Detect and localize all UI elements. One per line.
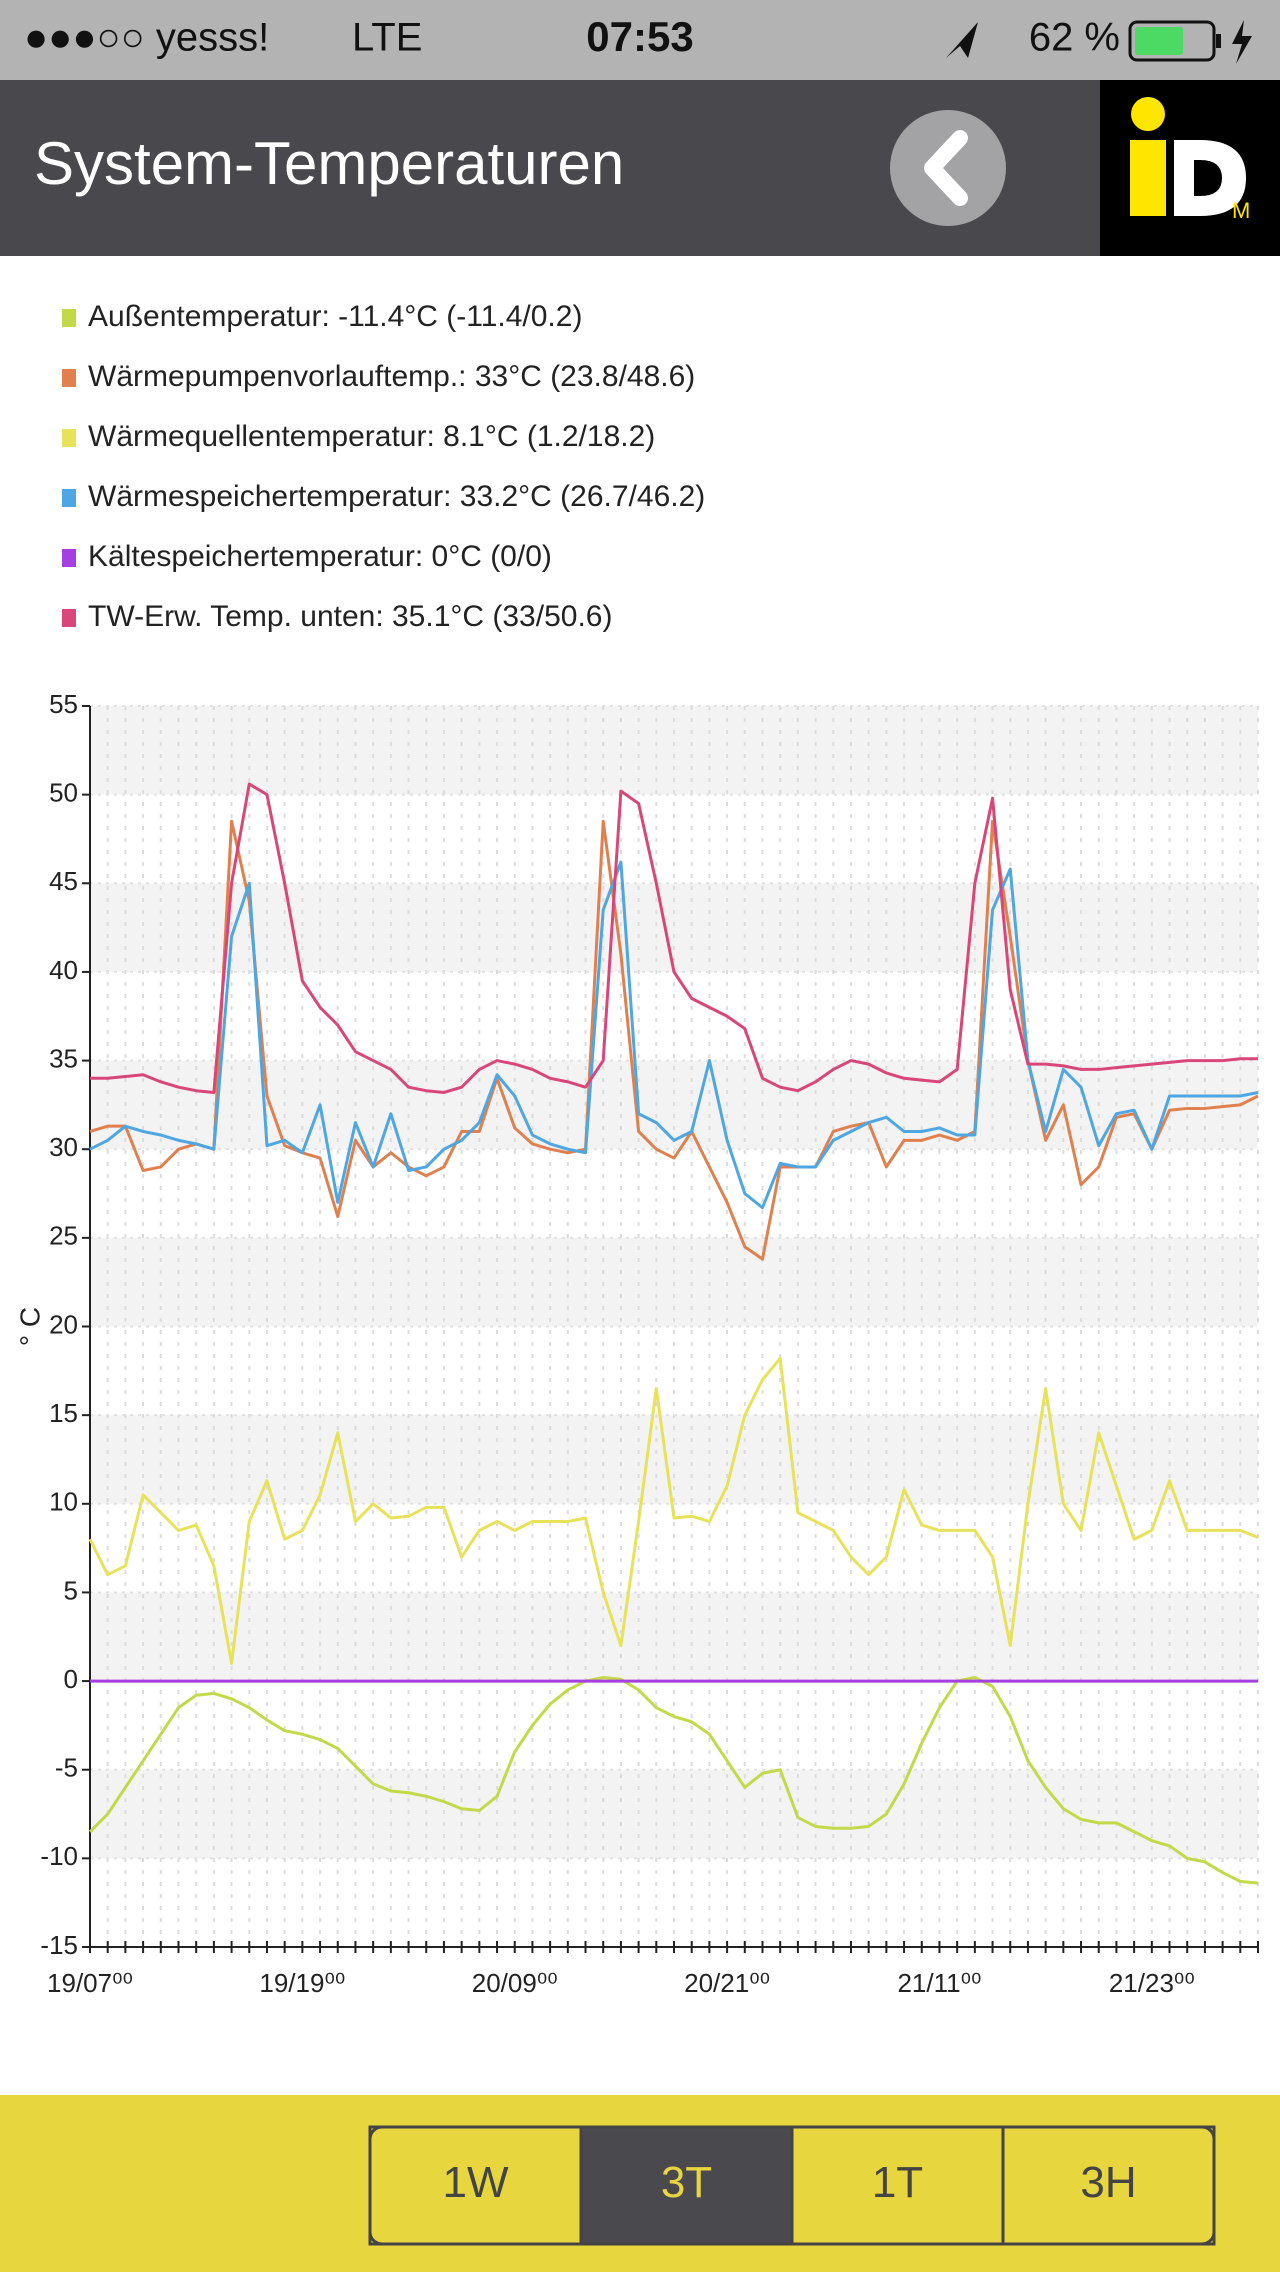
y-tick-label: 35 bbox=[49, 1043, 78, 1073]
legend-label: TW-Erw. Temp. unten: 35.1°C (33/50.6) bbox=[88, 600, 612, 633]
battery-fill bbox=[1135, 27, 1183, 55]
x-tick-label: 20/21⁰⁰ bbox=[684, 1968, 770, 1998]
range-button[interactable] bbox=[579, 2125, 794, 2246]
legend-swatch bbox=[62, 549, 76, 567]
back-button[interactable] bbox=[890, 110, 1006, 226]
back-arrow bbox=[924, 130, 968, 206]
legend-label: Wärmepumpenvorlauftemp.: 33°C (23.8/48.6… bbox=[88, 360, 695, 393]
battery-tip bbox=[1216, 34, 1221, 48]
location-icon bbox=[946, 22, 978, 58]
range-button-label: 3T bbox=[661, 2158, 712, 2207]
carrier: ●●●○○ yesss! bbox=[24, 16, 269, 60]
logo-i bbox=[1130, 140, 1166, 216]
clock: 07:53 bbox=[586, 13, 693, 60]
grid-band bbox=[90, 1769, 1258, 1859]
series-line bbox=[89, 819, 1259, 1261]
y-tick-label: 20 bbox=[49, 1309, 78, 1339]
y-tick-label: 40 bbox=[49, 955, 78, 985]
series-line bbox=[90, 782, 1258, 1094]
series-line bbox=[89, 860, 1259, 1210]
y-tick-label: 0 bbox=[64, 1664, 78, 1694]
x-tick-label: 20/09⁰⁰ bbox=[472, 1968, 558, 1998]
legend-swatch bbox=[62, 309, 76, 327]
status-bar bbox=[0, 0, 1280, 80]
charging-icon bbox=[1232, 20, 1252, 64]
y-tick-label: -10 bbox=[40, 1841, 78, 1871]
legend-label: Wärmequellentemperatur: 8.1°C (1.2/18.2) bbox=[88, 420, 655, 453]
y-tick-label: 50 bbox=[49, 778, 78, 808]
legend-label: Kältespeichertemperatur: 0°C (0/0) bbox=[88, 540, 552, 573]
legend-swatch bbox=[62, 429, 76, 447]
x-tick-label: 21/23⁰⁰ bbox=[1109, 1968, 1195, 1998]
range-selector: 1W 3T 1T 3H bbox=[368, 2125, 1216, 2246]
legend-swatch bbox=[62, 369, 76, 387]
chart: Außentemperatur: -11.4°C (-11.4/0.2) Wärm… bbox=[14, 300, 1259, 1998]
y-tick-label: -5 bbox=[55, 1753, 78, 1783]
legend-swatch bbox=[62, 489, 76, 507]
range-button-label: 3H bbox=[1080, 2158, 1136, 2207]
y-tick-label: 45 bbox=[49, 866, 78, 896]
x-tick-label: 21/11⁰⁰ bbox=[897, 1968, 981, 1998]
logo-m: M bbox=[1232, 198, 1250, 223]
y-tick-label: 25 bbox=[49, 1221, 78, 1251]
legend-swatch bbox=[62, 609, 76, 627]
y-axis-label: ° C bbox=[14, 1307, 45, 1346]
series-line bbox=[88, 1676, 1259, 1885]
y-tick-label: 15 bbox=[49, 1398, 78, 1428]
legend-label: Wärmespeichertemperatur: 33.2°C (26.7/46… bbox=[88, 480, 705, 513]
logo-d bbox=[1174, 140, 1246, 216]
range-button[interactable] bbox=[1001, 2125, 1216, 2246]
series-line bbox=[88, 1356, 1259, 1665]
page-title: System-Temperaturen bbox=[34, 130, 624, 197]
header bbox=[0, 80, 1280, 256]
y-tick-label: 10 bbox=[49, 1487, 78, 1517]
legend-label: Außentemperatur: -11.4°C (-11.4/0.2) bbox=[88, 300, 582, 333]
y-tick-label: -15 bbox=[40, 1930, 78, 1960]
x-tick-label: 19/19⁰⁰ bbox=[259, 1968, 345, 1998]
y-tick-label: 5 bbox=[64, 1575, 78, 1605]
logo-dot bbox=[1131, 97, 1165, 131]
y-tick-label: 30 bbox=[49, 1132, 78, 1162]
range-button-label: 1T bbox=[872, 2158, 923, 2207]
network: LTE bbox=[352, 16, 422, 60]
battery-level: 62 % bbox=[1029, 16, 1120, 60]
range-button-label: 1W bbox=[443, 2158, 509, 2207]
y-tick-label: 55 bbox=[49, 689, 78, 719]
battery-icon bbox=[1128, 20, 1216, 62]
x-tick-label: 19/07⁰⁰ bbox=[47, 1968, 133, 1998]
